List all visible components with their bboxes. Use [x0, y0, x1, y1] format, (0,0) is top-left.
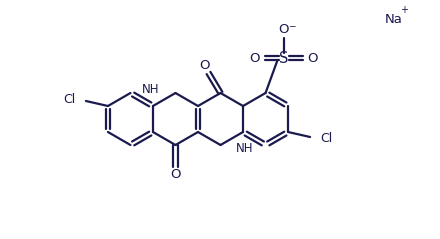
- Text: Cl: Cl: [64, 92, 76, 105]
- Text: O: O: [307, 51, 318, 65]
- Text: NH: NH: [142, 83, 160, 96]
- Text: S: S: [279, 50, 288, 65]
- Text: NH: NH: [236, 142, 254, 155]
- Text: Cl: Cl: [320, 132, 332, 146]
- Text: −: −: [288, 22, 295, 31]
- Text: O: O: [199, 59, 210, 71]
- Text: O: O: [170, 168, 181, 181]
- Text: +: +: [400, 5, 408, 15]
- Text: O: O: [278, 22, 289, 36]
- Text: O: O: [249, 51, 260, 65]
- Text: Na: Na: [385, 12, 403, 26]
